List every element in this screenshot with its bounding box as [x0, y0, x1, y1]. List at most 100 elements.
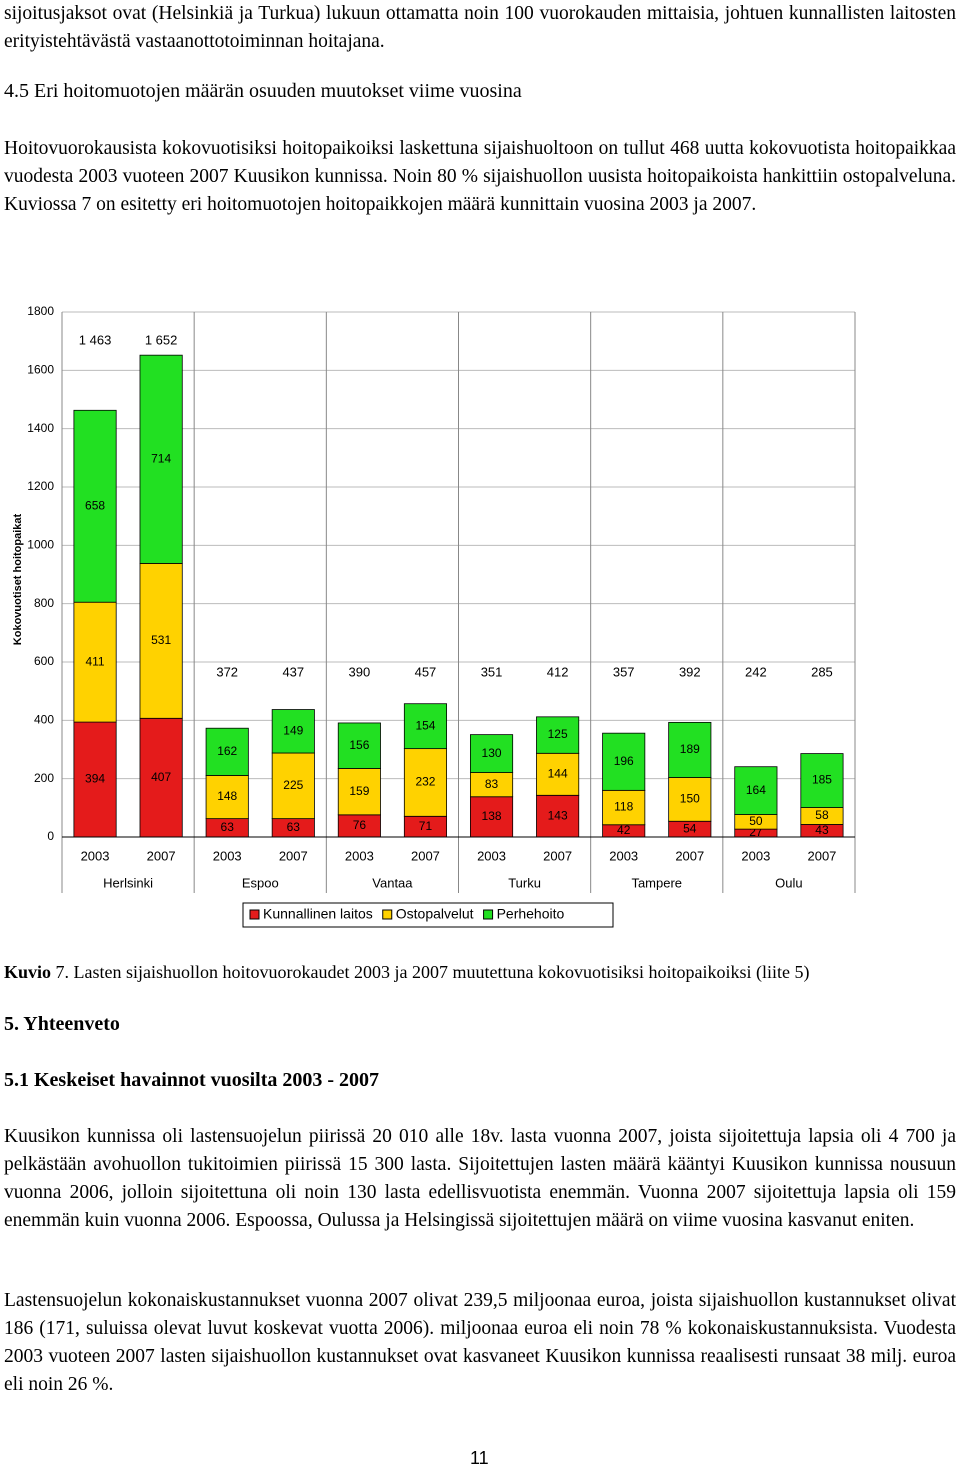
data-label: 407: [151, 770, 171, 784]
bar-segment: [205, 775, 249, 820]
bar-segment: [337, 768, 381, 816]
data-label: 118: [614, 800, 633, 814]
bar-segment: [73, 601, 117, 723]
total-label: 412: [547, 664, 569, 679]
heading: 5.1 Keskeiset havainnot vuosilta 2003 - …: [4, 1069, 380, 1091]
group-label: Herlsinki: [103, 875, 153, 890]
bar-segment: [668, 721, 712, 778]
legend-swatch: [249, 909, 260, 920]
y-tick-label: 1600: [27, 363, 54, 377]
bar-segment: [139, 354, 183, 564]
bar-segment: [139, 717, 183, 838]
data-label: 43: [815, 823, 829, 837]
caption: Kuvio 7. Lasten sijaishuollon hoitovuoro…: [4, 958, 956, 986]
legend-label: Ostopalvelut: [396, 906, 474, 922]
legend-swatch: [483, 909, 494, 920]
x-tick-label: 2003: [213, 848, 242, 863]
legend-label: Perhehoito: [497, 906, 565, 922]
data-label: 71: [419, 819, 433, 833]
heading: 4.5 Eri hoitomuotojen määrän osuuden muu…: [4, 80, 522, 102]
data-label: 225: [283, 778, 303, 792]
x-tick-label: 2007: [411, 848, 440, 863]
y-tick-label: 1800: [27, 304, 54, 318]
x-tick-label: 2007: [543, 848, 572, 863]
bar-segment: [536, 794, 580, 838]
data-label: 63: [221, 820, 235, 834]
bar-segment: [271, 709, 315, 754]
total-label: 357: [613, 664, 635, 679]
data-label: 54: [683, 821, 697, 835]
y-tick-label: 1400: [27, 421, 54, 435]
data-label: 76: [353, 818, 367, 832]
bar-segment: [602, 732, 646, 791]
bar-segment: [73, 721, 117, 838]
legend-label: Kunnallinen laitos: [263, 906, 373, 922]
bar-segment: [602, 789, 646, 826]
bar-segment: [403, 703, 448, 750]
data-label: 42: [617, 823, 631, 837]
data-label: 156: [349, 738, 369, 752]
bar-segment: [469, 772, 514, 798]
bar-segment: [205, 727, 249, 776]
data-label: 58: [815, 808, 829, 822]
bar-segment: [469, 734, 514, 773]
group-label: Vantaa: [372, 875, 413, 890]
data-label: 125: [548, 727, 568, 741]
total-label: 242: [745, 664, 767, 679]
legend-swatch: [382, 909, 393, 920]
x-tick-label: 2003: [741, 848, 770, 863]
y-tick-label: 0: [47, 829, 54, 843]
bar-segment: [536, 716, 580, 754]
bar-segment: [734, 766, 778, 815]
group-label: Turku: [508, 875, 541, 890]
total-label: 1 652: [145, 332, 178, 347]
data-label: 196: [614, 754, 634, 768]
y-axis-label: Kokovuotiset hoitopaikat: [12, 513, 24, 645]
paragraph: Hoitovuorokausista kokovuotisiksi hoitop…: [4, 138, 956, 215]
bar-segment: [403, 748, 448, 817]
total-label: 437: [282, 664, 304, 679]
x-tick-label: 2007: [807, 848, 836, 863]
y-tick-label: 1000: [27, 538, 54, 552]
data-label: 149: [283, 723, 303, 737]
y-tick-label: 600: [34, 654, 54, 668]
group-label: Tampere: [631, 875, 682, 890]
total-label: 351: [481, 664, 503, 679]
page-number: 11: [470, 1448, 489, 1468]
x-tick-label: 2003: [81, 848, 110, 863]
data-label: 143: [548, 808, 568, 822]
data-label: 63: [287, 820, 301, 834]
data-label: 531: [151, 633, 171, 647]
bar-segment: [139, 563, 183, 719]
heading: 5. Yhteenveto: [4, 1013, 120, 1035]
data-label: 394: [85, 772, 105, 786]
data-label: 232: [415, 775, 435, 789]
x-tick-label: 2007: [279, 848, 308, 863]
data-label: 154: [415, 718, 435, 732]
data-label: 148: [217, 789, 237, 803]
data-label: 185: [812, 773, 832, 787]
total-label: 390: [349, 664, 371, 679]
total-label: 457: [415, 664, 437, 679]
y-tick-label: 200: [34, 771, 54, 785]
paragraph: Kuusikon kunnissa oli lastensuojelun pii…: [4, 1126, 956, 1231]
data-label: 159: [349, 784, 369, 798]
y-tick-label: 800: [34, 596, 54, 610]
x-tick-label: 2007: [147, 848, 176, 863]
bar-segment: [800, 753, 844, 808]
x-tick-label: 2007: [675, 848, 704, 863]
data-label: 411: [85, 654, 104, 668]
paragraph: Lastensuojelun kokonaiskustannukset vuon…: [4, 1290, 956, 1395]
data-label: 189: [680, 742, 700, 756]
data-label: 658: [85, 498, 105, 512]
total-label: 1 463: [79, 332, 112, 347]
bar-segment: [73, 409, 117, 603]
chart: 0 200 400 600 800 1000 1200 1400 1600 1800 Kokovuo…: [12, 304, 856, 928]
caption-label: Kuvio: [4, 962, 52, 982]
total-label: 372: [216, 664, 238, 679]
data-label: 50: [749, 814, 763, 828]
legend-box: [242, 902, 614, 928]
x-tick-label: 2003: [477, 848, 506, 863]
caption-text: 7. Lasten sijaishuollon hoitovuorokaudet…: [55, 962, 810, 982]
